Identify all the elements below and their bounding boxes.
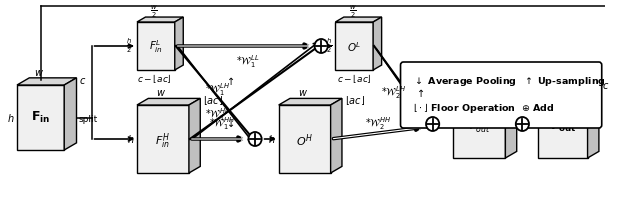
Text: $w$: $w$	[156, 88, 166, 98]
Text: $h$: $h$	[443, 118, 451, 130]
Text: $*\mathcal{W}_1^{HL}$: $*\mathcal{W}_1^{HL}$	[205, 107, 230, 123]
Polygon shape	[17, 78, 77, 85]
Text: $\uparrow$: $\uparrow$	[415, 87, 425, 99]
Text: $c$: $c$	[602, 81, 609, 91]
Text: $h$: $h$	[127, 133, 134, 145]
Text: $\downarrow$: $\downarrow$	[225, 117, 235, 128]
Text: $w$: $w$	[556, 73, 566, 83]
Text: $\mathbf{F_{out}}$: $\mathbf{F_{out}}$	[550, 118, 577, 134]
Polygon shape	[538, 90, 588, 158]
Polygon shape	[137, 105, 189, 173]
Text: $F_{out}^{H}$: $F_{out}^{H}$	[468, 116, 490, 136]
Polygon shape	[137, 17, 183, 22]
Polygon shape	[175, 17, 183, 70]
Text: $h$: $h$	[528, 118, 536, 130]
Circle shape	[248, 132, 262, 146]
Text: $*\mathcal{W}_1^{LL}$: $*\mathcal{W}_1^{LL}$	[236, 53, 260, 70]
Text: $\frac{w}{2}$: $\frac{w}{2}$	[150, 4, 158, 20]
Text: $h$: $h$	[268, 133, 276, 145]
Polygon shape	[588, 83, 599, 158]
Polygon shape	[64, 78, 77, 150]
Circle shape	[426, 117, 439, 131]
Polygon shape	[189, 98, 200, 173]
FancyBboxPatch shape	[401, 62, 602, 128]
Polygon shape	[373, 17, 381, 70]
Polygon shape	[137, 98, 200, 105]
Text: $w$: $w$	[34, 68, 44, 78]
Text: $*\mathcal{W}_1^{HH}$: $*\mathcal{W}_1^{HH}$	[209, 115, 235, 132]
Text: $\frac{h}{2}$: $\frac{h}{2}$	[126, 37, 132, 55]
Text: $*\mathcal{W}_2^{HH}$: $*\mathcal{W}_2^{HH}$	[365, 115, 392, 132]
Text: $w$: $w$	[472, 73, 483, 83]
Polygon shape	[331, 98, 342, 173]
Text: $\lfloor\cdot\rfloor$ Floor Operation  $\oplus$ Add: $\lfloor\cdot\rfloor$ Floor Operation $\…	[413, 101, 554, 115]
Text: $c-\lfloor ac\rfloor$: $c-\lfloor ac\rfloor$	[337, 72, 372, 84]
Polygon shape	[335, 17, 381, 22]
Text: $h$: $h$	[6, 112, 14, 123]
Text: $\uparrow$: $\uparrow$	[225, 75, 235, 87]
Circle shape	[516, 117, 529, 131]
Text: $*\mathcal{W}_2^{LH}$: $*\mathcal{W}_2^{LH}$	[381, 85, 406, 101]
Text: $w$: $w$	[298, 88, 308, 98]
Polygon shape	[453, 90, 506, 158]
Text: $\downarrow$ Average Pooling  $\uparrow$ Up-sampling: $\downarrow$ Average Pooling $\uparrow$ …	[413, 75, 605, 88]
Text: $\lfloor ac\rfloor$: $\lfloor ac\rfloor$	[345, 94, 365, 107]
Text: $\frac{h}{2}$: $\frac{h}{2}$	[326, 37, 332, 55]
Text: $*\mathcal{W}_1^{LH}$: $*\mathcal{W}_1^{LH}$	[205, 82, 230, 98]
Text: $c-\lfloor ac\rfloor$: $c-\lfloor ac\rfloor$	[136, 72, 172, 84]
Text: $\mathbf{F_{in}}$: $\mathbf{F_{in}}$	[31, 110, 51, 125]
Text: $c$: $c$	[79, 76, 86, 86]
Polygon shape	[538, 83, 599, 90]
Text: $F_{in}^{H}$: $F_{in}^{H}$	[156, 131, 170, 151]
Text: split: split	[79, 115, 98, 124]
Polygon shape	[335, 22, 373, 70]
Polygon shape	[137, 22, 175, 70]
Polygon shape	[17, 85, 64, 150]
Text: $c$: $c$	[520, 81, 527, 91]
Text: $\lfloor ac\rfloor$: $\lfloor ac\rfloor$	[203, 94, 223, 107]
Polygon shape	[278, 105, 331, 173]
Circle shape	[315, 39, 328, 53]
Text: $\frac{w}{2}$: $\frac{w}{2}$	[349, 4, 356, 20]
Polygon shape	[278, 98, 342, 105]
Polygon shape	[506, 83, 516, 158]
Polygon shape	[453, 83, 516, 90]
Text: $O^{L}$: $O^{L}$	[347, 40, 362, 54]
Text: $O^{H}$: $O^{H}$	[296, 133, 313, 149]
Text: $F_{in}^{L}$: $F_{in}^{L}$	[149, 38, 163, 55]
